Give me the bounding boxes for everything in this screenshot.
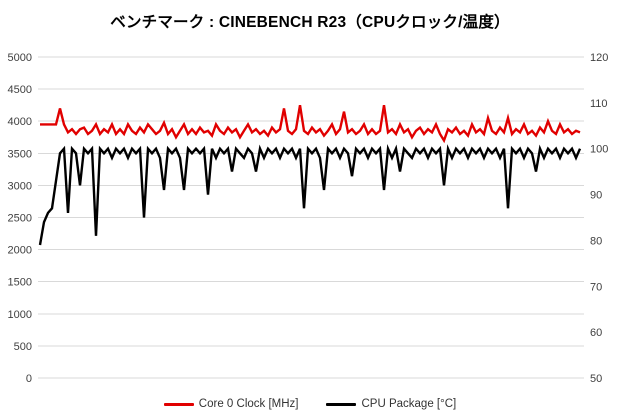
- black-line-swatch: [326, 402, 357, 406]
- red-line-swatch: [163, 402, 194, 406]
- left-axis-tick-label: 2000: [8, 245, 32, 257]
- right-axis-tick-label: 100: [590, 144, 608, 156]
- legend-label-core0-clock: Core 0 Clock [MHz]: [198, 398, 299, 410]
- left-axis-tick-label: 3500: [8, 148, 32, 160]
- left-axis-tick-label: 4000: [8, 116, 32, 128]
- left-axis-tick-label: 3000: [8, 180, 32, 192]
- left-axis-tick-label: 0: [26, 373, 32, 385]
- left-axis-tick-label: 2500: [8, 213, 32, 225]
- right-axis-tick-label: 70: [590, 281, 602, 293]
- series-line-1: [38, 143, 582, 246]
- legend-label-cpu-package: CPU Package [°C]: [361, 398, 457, 410]
- series-line-0: [40, 105, 581, 144]
- chart-canvas: 5000450040003500300025002000150010005000…: [8, 52, 609, 385]
- right-axis-tick-label: 120: [590, 52, 608, 64]
- left-axis-tick-label: 500: [14, 341, 32, 353]
- right-axis-tick-label: 110: [590, 98, 608, 110]
- right-axis-tick-label: 50: [590, 373, 602, 385]
- chart-title: ベンチマーク : CINEBENCH R23（CPUクロック/温度）: [110, 14, 510, 31]
- right-axis-tick-label: 60: [590, 327, 602, 339]
- legend-item-cpu-package: CPU Package [°C]: [326, 398, 456, 410]
- chart-legend: Core 0 Clock [MHz] CPU Package [°C]: [0, 398, 620, 410]
- legend-item-core0-clock: Core 0 Clock [MHz]: [163, 398, 299, 410]
- left-axis-tick-label: 1000: [8, 309, 32, 321]
- left-axis-tick-label: 4500: [8, 84, 32, 96]
- right-axis-tick-label: 80: [590, 235, 602, 247]
- left-axis-tick-label: 5000: [8, 52, 32, 64]
- right-axis-tick-label: 90: [590, 190, 602, 202]
- left-axis-tick-label: 1500: [8, 277, 32, 289]
